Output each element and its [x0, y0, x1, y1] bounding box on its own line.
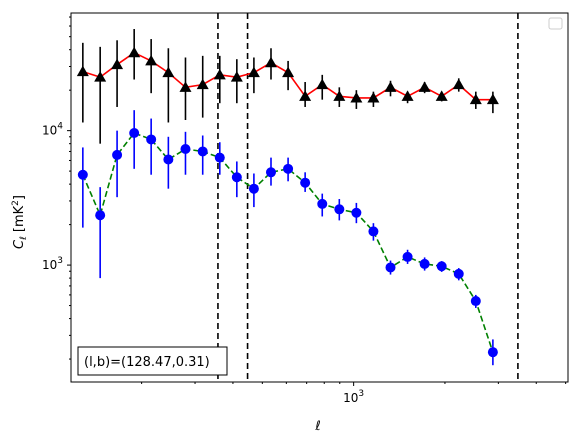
series-1: [76, 29, 499, 144]
data-point: [76, 65, 89, 77]
data-point: [452, 78, 465, 90]
data-point: [213, 68, 226, 80]
data-point: [264, 56, 277, 68]
series-2: [77, 110, 498, 366]
data-point: [401, 90, 414, 101]
data-point: [283, 163, 294, 174]
data-point: [111, 58, 124, 70]
y-axis-label: Cℓ [mK2]: [11, 195, 29, 249]
data-point: [367, 91, 380, 103]
data-point: [436, 261, 447, 272]
data-point: [368, 226, 379, 237]
ticks-layer: 103 104 103: [42, 16, 567, 405]
y-tick-label: 104: [42, 122, 63, 138]
data-point: [470, 296, 481, 307]
data-point: [384, 81, 397, 92]
data-point: [435, 90, 448, 101]
data-point: [146, 134, 157, 145]
data-point: [453, 268, 464, 279]
data-point: [265, 167, 276, 178]
data-point: [385, 262, 396, 273]
data-point: [129, 128, 140, 139]
data-point: [333, 90, 346, 101]
data-point: [112, 149, 123, 160]
data-point: [487, 347, 498, 358]
data-point: [418, 81, 431, 92]
data-point: [197, 146, 208, 157]
data-point: [317, 198, 328, 209]
annotation-text: (l,b)=(128.47,0.31): [84, 355, 210, 370]
x-tick-label: 103: [343, 389, 364, 405]
legend-box: [548, 17, 563, 30]
data-point: [282, 66, 295, 78]
data-point: [334, 204, 345, 215]
data-point: [300, 177, 311, 188]
data-point: [351, 207, 362, 218]
data-point: [486, 93, 499, 105]
data-point: [231, 172, 242, 183]
data-point: [77, 169, 88, 180]
data-point: [469, 93, 482, 105]
data-point: [94, 71, 107, 82]
data-point: [128, 46, 141, 58]
data-point: [299, 90, 312, 101]
x-axis-label: ℓ: [314, 419, 320, 434]
data-point: [350, 91, 363, 103]
data-point: [180, 144, 191, 155]
data-point: [316, 78, 329, 90]
data-point: [214, 152, 225, 163]
data-point: [248, 183, 259, 194]
data-point: [196, 78, 209, 90]
data-point: [162, 66, 175, 78]
data-point: [247, 66, 260, 78]
data-point: [163, 154, 174, 165]
data-point: [145, 54, 158, 66]
plot-frame: [70, 12, 569, 383]
data-point: [402, 251, 413, 262]
series-layer: [76, 29, 499, 366]
data-point: [230, 71, 243, 82]
plot-area: [71, 13, 568, 382]
data-point: [179, 81, 192, 92]
y-tick-label: 103: [42, 256, 63, 272]
data-point: [419, 258, 430, 269]
annotation-box: (l,b)=(128.47,0.31): [77, 346, 228, 376]
data-point: [95, 210, 106, 221]
